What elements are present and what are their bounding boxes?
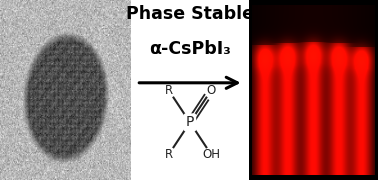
Text: Phase Stable: Phase Stable (126, 5, 254, 23)
Text: R: R (165, 84, 173, 97)
Text: O: O (206, 84, 215, 97)
Text: R: R (165, 148, 173, 161)
Text: OH: OH (202, 148, 220, 161)
Text: P: P (186, 115, 194, 129)
Text: α-CsPbI₃: α-CsPbI₃ (149, 40, 231, 58)
